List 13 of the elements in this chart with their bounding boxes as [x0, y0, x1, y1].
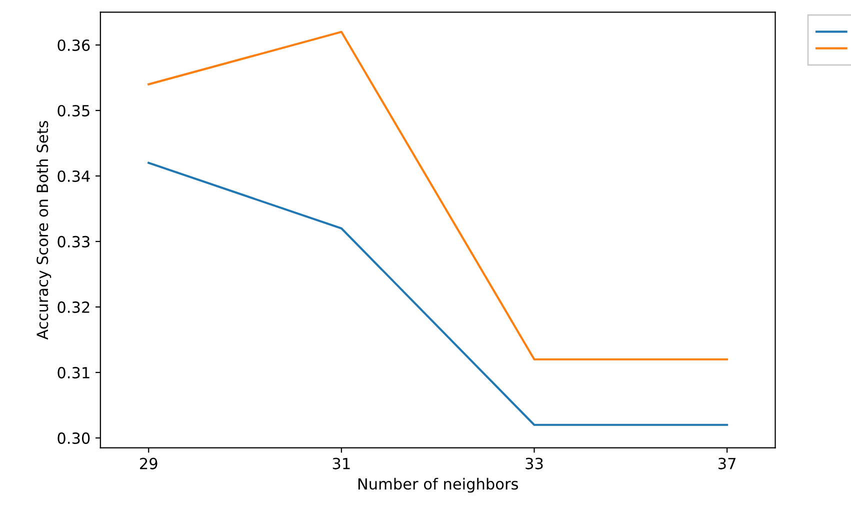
x-tick-label: 37 [718, 458, 736, 470]
x-tick-label: 33 [526, 458, 543, 470]
y-axis-title: Accuracy Score on Both Sets [36, 120, 52, 340]
x-tick-label: 29 [140, 458, 158, 470]
y-tick-label: 0.36 [58, 39, 90, 52]
y-tick-label: 0.35 [58, 104, 90, 117]
x-axis-title: Number of neighbors [358, 478, 518, 493]
y-tick-label: 0.34 [58, 170, 90, 182]
y-tick-label: 0.30 [58, 432, 90, 444]
y-tick-label: 0.32 [58, 301, 90, 313]
y-tick-label: 0.33 [58, 236, 90, 248]
y-tick-label: 0.31 [58, 366, 90, 378]
x-tick-label: 31 [332, 458, 350, 470]
